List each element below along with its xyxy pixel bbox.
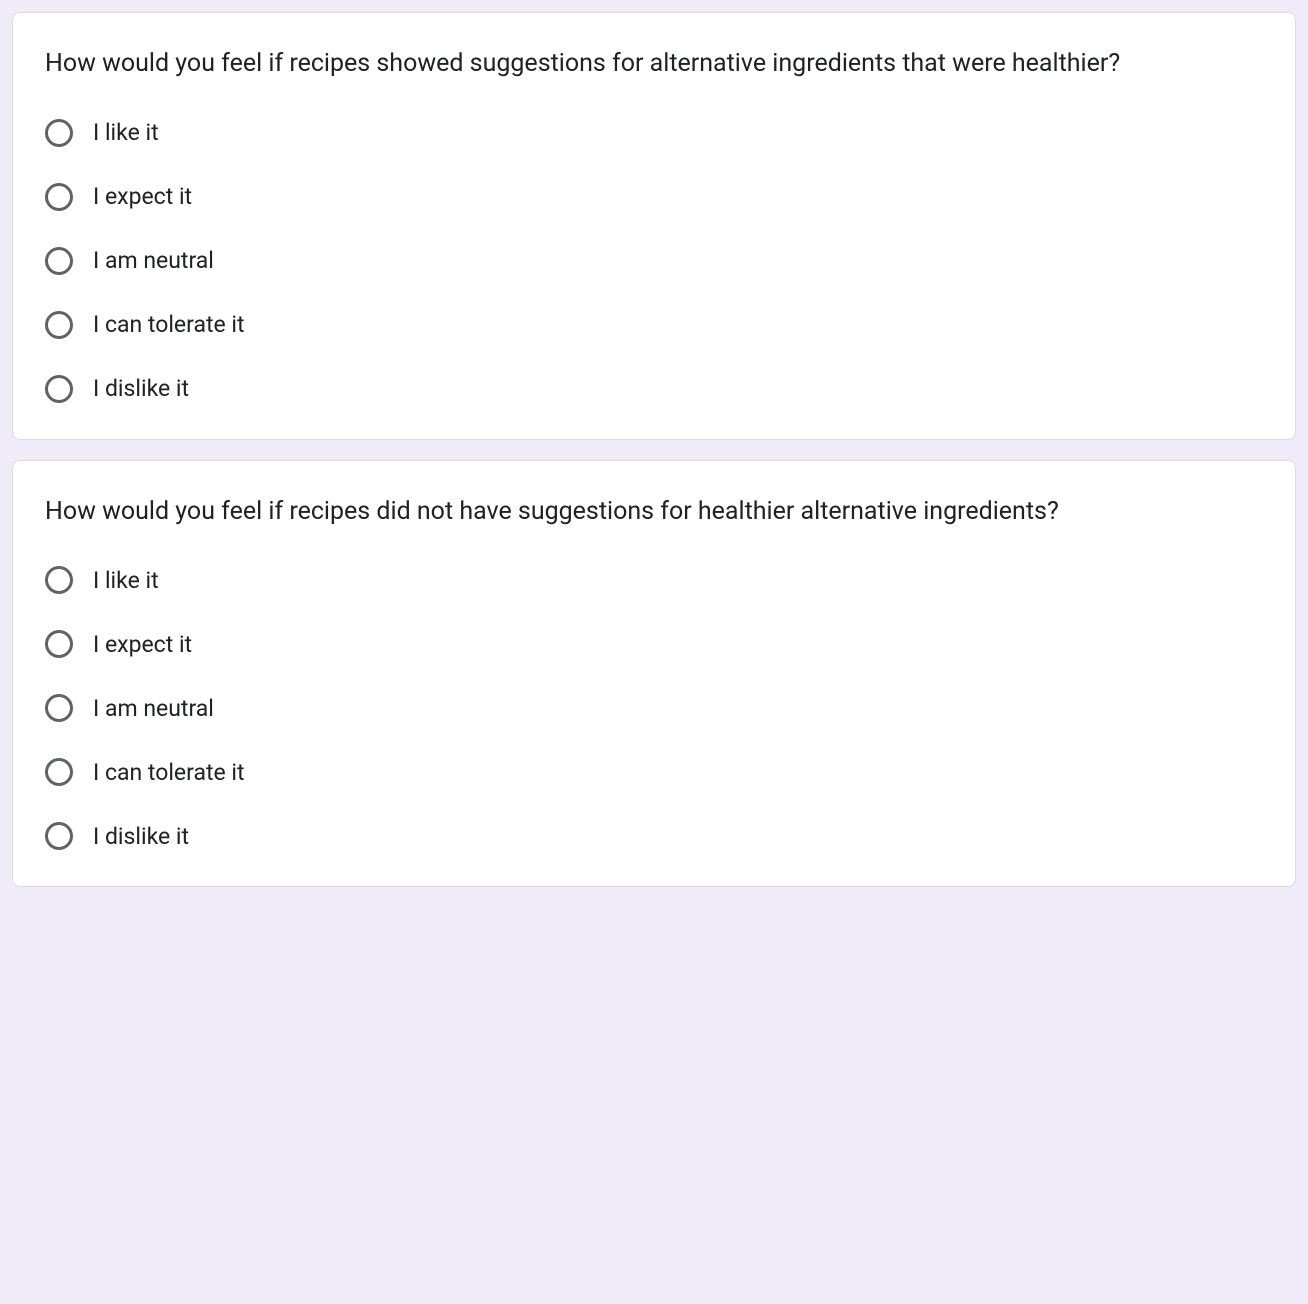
option-label: I can tolerate it	[93, 311, 245, 338]
radio-option[interactable]: I can tolerate it	[45, 311, 1263, 339]
options-group: I like it I expect it I am neutral I can…	[45, 119, 1263, 403]
radio-icon	[45, 758, 73, 786]
option-label: I expect it	[93, 631, 192, 658]
option-label: I am neutral	[93, 247, 214, 274]
option-label: I am neutral	[93, 695, 214, 722]
options-group: I like it I expect it I am neutral I can…	[45, 566, 1263, 850]
radio-icon	[45, 822, 73, 850]
question-card: How would you feel if recipes showed sug…	[12, 12, 1296, 440]
option-label: I like it	[93, 567, 159, 594]
radio-option[interactable]: I expect it	[45, 630, 1263, 658]
radio-icon	[45, 375, 73, 403]
radio-option[interactable]: I like it	[45, 119, 1263, 147]
option-label: I dislike it	[93, 823, 189, 850]
radio-icon	[45, 566, 73, 594]
radio-icon	[45, 247, 73, 275]
option-label: I dislike it	[93, 375, 189, 402]
radio-option[interactable]: I dislike it	[45, 375, 1263, 403]
option-label: I expect it	[93, 183, 192, 210]
radio-icon	[45, 311, 73, 339]
radio-option[interactable]: I expect it	[45, 183, 1263, 211]
question-card: How would you feel if recipes did not ha…	[12, 460, 1296, 888]
question-text: How would you feel if recipes did not ha…	[45, 493, 1263, 531]
radio-icon	[45, 183, 73, 211]
radio-option[interactable]: I am neutral	[45, 694, 1263, 722]
radio-icon	[45, 119, 73, 147]
option-label: I like it	[93, 119, 159, 146]
option-label: I can tolerate it	[93, 759, 245, 786]
radio-icon	[45, 630, 73, 658]
radio-option[interactable]: I can tolerate it	[45, 758, 1263, 786]
question-text: How would you feel if recipes showed sug…	[45, 45, 1263, 83]
radio-icon	[45, 694, 73, 722]
radio-option[interactable]: I dislike it	[45, 822, 1263, 850]
radio-option[interactable]: I like it	[45, 566, 1263, 594]
radio-option[interactable]: I am neutral	[45, 247, 1263, 275]
